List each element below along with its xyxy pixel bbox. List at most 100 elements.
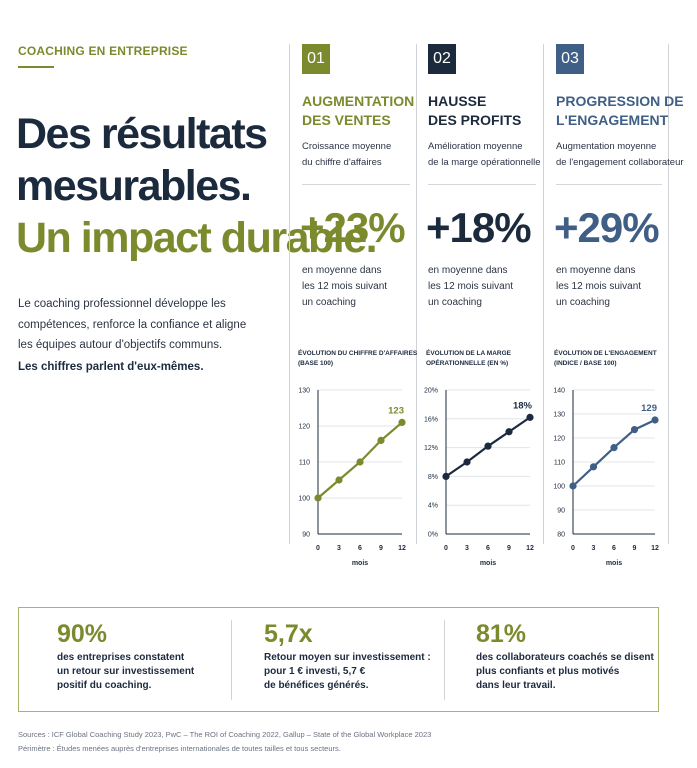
intro-strong: Les chiffres parlent d'eux-mêmes. [18,361,204,373]
column-divider [543,44,544,544]
y-tick-label: 130 [553,412,565,419]
column-title-line-2: DES PROFITS [428,112,522,128]
data-point [630,426,639,434]
column-description: Augmentation moyenne de l'engagement col… [556,139,684,171]
metric-caption-line-1: en moyenne dans [556,265,636,276]
intro-text: Le coaching professionnel développe les … [18,298,247,351]
stats-panel [18,607,659,712]
chart-title-line-2: OPÉRATIONNELLE (EN %) [426,360,509,367]
data-point [526,413,534,421]
series-line [572,419,656,487]
column-title-line-2: L'ENGAGEMENT [556,112,669,128]
data-point [398,418,406,426]
big-metric: +18% [426,204,532,251]
x-axis-label: mois [352,560,368,567]
data-point [442,472,450,480]
metric-caption-line-2: les 12 mois suivant [302,281,388,292]
x-tick-label: 3 [592,545,596,552]
x-tick-label: 12 [651,545,659,552]
chart-title-line-2: (BASE 100) [298,360,334,367]
y-tick-label: 12% [424,445,438,452]
y-tick-label: 100 [553,484,565,491]
data-point [569,482,577,490]
x-tick-label: 6 [612,545,616,552]
x-tick-label: 9 [633,545,637,552]
stat-value: 90% [57,620,108,648]
eyebrow-rule [18,66,54,68]
data-point [610,444,618,452]
x-tick-label: 0 [316,545,320,552]
y-tick-label: 100 [298,496,310,503]
stat-divider [444,620,445,700]
data-point [463,458,471,466]
stat-divider [231,620,232,700]
metric-caption: en moyenne dans les 12 mois suivant un c… [428,263,513,311]
y-tick-label: 0% [428,532,438,539]
chart-title-line-1: ÉVOLUTION DU CHIFFRE D'AFFAIRES [298,350,418,357]
x-tick-label: 0 [571,545,575,552]
step-number: 02 [428,44,456,74]
chart-title-line-2: (INDICE / BASE 100) [554,360,617,367]
x-tick-label: 3 [337,545,341,552]
headline: Des résultats mesurables. Un impact dura… [16,108,378,264]
column-divider [668,44,669,544]
y-tick-label: 140 [553,388,565,395]
y-tick-label: 20% [424,388,438,395]
column-description-line-2: de la marge opérationnelle [428,157,541,168]
stat-text: des entreprises constatent un retour sur… [57,651,194,693]
data-point [589,463,598,471]
stat-value: 5,7x [264,620,313,648]
end-value-label: 129 [641,403,657,414]
column-title: HAUSSE DES PROFITS [428,92,521,130]
stat-text-line-2: pour 1 € investi, 5,7 € [264,666,366,677]
column-description-line-1: Amélioration moyenne [428,141,523,152]
column-description: Amélioration moyenne de la marge opérati… [428,139,541,171]
chart-title: ÉVOLUTION DE L'ENGAGEMENT (INDICE / BASE… [554,349,657,369]
stat-text-line-1: Retour moyen sur investissement : [264,652,431,663]
column-description-line-1: Croissance moyenne [302,141,392,152]
chart-title: ÉVOLUTION DU CHIFFRE D'AFFAIRES (BASE 10… [298,349,417,369]
metric-caption-line-2: les 12 mois suivant [428,281,514,292]
column-rule [556,184,662,185]
stat-text-line-3: de bénéfices générés. [264,680,369,691]
column-divider [289,44,290,544]
footer-scope: Périmètre : Études menées auprès d'entre… [18,744,341,753]
column-description-line-2: du chiffre d'affaires [302,157,382,168]
data-point [356,458,364,466]
stat-item: 90% des entreprises constatent un retour… [57,620,194,693]
y-tick-label: 90 [302,532,310,539]
x-tick-label: 12 [398,545,406,552]
step-number: 03 [556,44,584,74]
metric-caption-line-3: un coaching [302,297,356,308]
metric-caption-line-3: un coaching [428,297,482,308]
headline-line-3: Un impact durable. [16,214,378,262]
stat-item: 81% des collaborateurs coachés se disent… [476,620,654,693]
end-value-label: 18% [513,400,533,411]
data-point [314,494,322,502]
chart-margin: 0% 4% 8% 12% 16% 20% 0 3 6 9 12 mois 18% [424,388,534,568]
chart-revenue: 90 100 110 120 130 0 3 6 9 12 mois 123 [298,388,406,568]
eyebrow: COACHING EN ENTREPRISE [18,44,188,58]
y-tick-label: 120 [298,424,310,431]
column-rule [428,184,536,185]
x-tick-label: 9 [507,545,511,552]
y-tick-label: 8% [428,474,438,481]
big-metric: +23% [300,204,406,251]
column-title-line-1: PROGRESSION DE [556,93,684,109]
metric-caption-line-1: en moyenne dans [302,265,382,276]
metric-caption-line-2: les 12 mois suivant [556,281,642,292]
metric-caption-line-3: un coaching [556,297,610,308]
chart-title-line-1: ÉVOLUTION DE LA MARGE [426,350,511,357]
column-rule [302,184,410,185]
y-tick-label: 16% [424,416,438,423]
y-tick-label: 110 [299,460,310,467]
x-tick-label: 12 [526,545,534,552]
chart-title: ÉVOLUTION DE LA MARGE OPÉRATIONNELLE (EN… [426,349,511,369]
y-tick-label: 80 [557,532,565,539]
stat-item: 5,7x Retour moyen sur investissement : p… [264,620,431,693]
x-axis-label: mois [606,560,622,567]
x-tick-label: 6 [486,545,490,552]
headline-line-1: Des résultats [16,110,268,158]
column-description: Croissance moyenne du chiffre d'affaires [302,139,391,171]
chart-title-line-1: ÉVOLUTION DE L'ENGAGEMENT [554,350,657,357]
